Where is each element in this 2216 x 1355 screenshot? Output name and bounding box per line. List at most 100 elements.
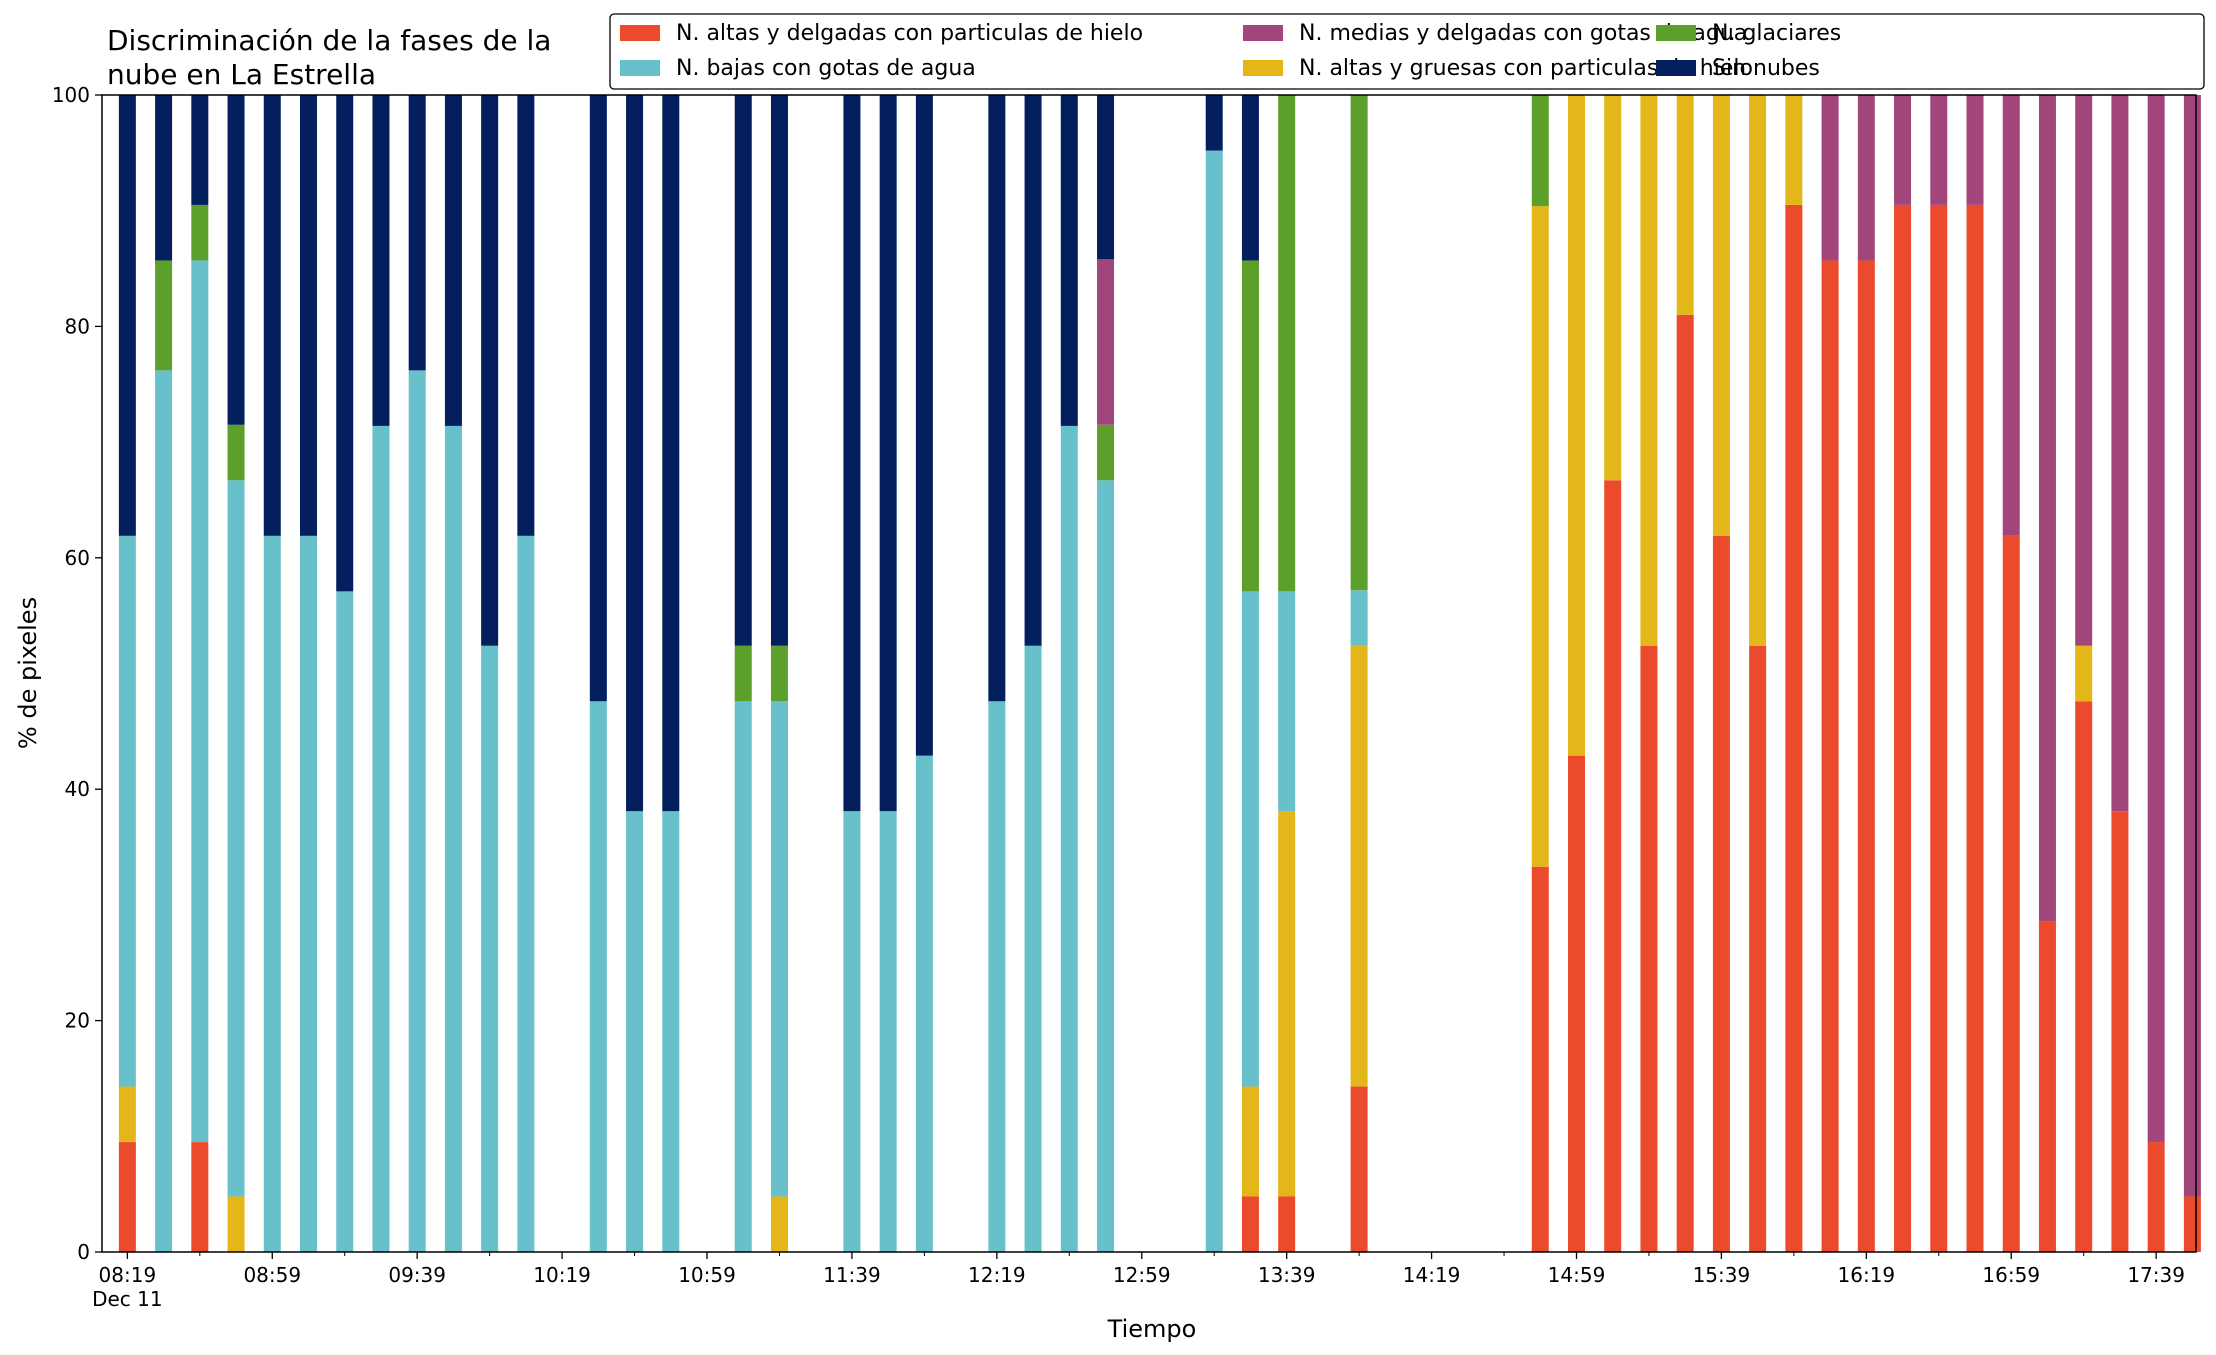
bar-segment	[734, 95, 752, 646]
bar-segment	[2075, 95, 2093, 646]
bar-segment	[843, 811, 861, 1252]
bar-segment	[227, 480, 245, 1197]
bar-segment	[1821, 260, 1839, 1252]
bar-segment	[1894, 95, 1912, 205]
bar-segment	[662, 95, 680, 812]
bar-segment	[336, 95, 354, 592]
bar-segment	[1060, 95, 1078, 426]
bar-segment	[118, 535, 136, 1087]
x-tick-label: 14:59	[1548, 1263, 1606, 1287]
legend-label: N. glaciares	[1712, 21, 1841, 46]
bar-segment	[1241, 260, 1259, 592]
x-tick-label: 09:39	[388, 1263, 446, 1287]
bar-segment	[481, 645, 499, 1252]
bar-segment	[408, 370, 426, 1252]
bar-segment	[1278, 811, 1296, 1197]
x-tick-label: 13:39	[1258, 1263, 1316, 1287]
bar-segment	[1350, 590, 1368, 646]
y-axis-title: % de pixeles	[14, 597, 42, 749]
y-tick-label: 0	[77, 1240, 90, 1264]
bar-segment	[191, 95, 209, 205]
chart-title-line-1: Discriminación de la fases de la	[107, 24, 551, 57]
bar-segment	[481, 95, 499, 646]
bar-segment	[2183, 95, 2201, 1197]
bar-segment	[1241, 1086, 1259, 1197]
x-tick-sublabel: Dec 11	[92, 1287, 163, 1311]
bar-segment	[263, 535, 281, 1252]
bar-segment	[517, 535, 535, 1252]
bar-segment	[626, 95, 644, 812]
bar-segment	[191, 260, 209, 1143]
bar-segment	[191, 204, 209, 261]
x-tick-label: 15:39	[1693, 1263, 1751, 1287]
bar-segment	[227, 1196, 245, 1252]
bar-segment	[336, 591, 354, 1252]
bar-segment	[1241, 591, 1259, 1087]
bar-segment	[879, 95, 897, 812]
x-tick-label: 12:19	[968, 1263, 1026, 1287]
bar-segment	[2147, 1142, 2165, 1252]
bar-segment	[1097, 95, 1115, 260]
bars-layer	[118, 95, 2201, 1253]
bar-segment	[2111, 95, 2129, 812]
bar-segment	[1930, 204, 1948, 1252]
bar-segment	[589, 701, 607, 1252]
bar-segment	[1966, 95, 1984, 205]
legend-label: N. altas y delgadas con particulas de hi…	[676, 21, 1143, 46]
bar-segment	[263, 95, 281, 536]
bar-segment	[1857, 95, 1875, 261]
bar-segment	[1205, 95, 1223, 151]
bar-segment	[1966, 204, 1984, 1252]
x-tick-label: 16:59	[1982, 1263, 2040, 1287]
bar-segment	[1024, 645, 1042, 1252]
legend: N. altas y delgadas con particulas de hi…	[609, 13, 2205, 90]
bar-segment	[1205, 150, 1223, 1252]
x-tick-label: 17:39	[2127, 1263, 2185, 1287]
x-tick-label: 10:59	[678, 1263, 736, 1287]
bar-segment	[1749, 95, 1767, 646]
bar-segment	[1604, 95, 1622, 481]
bar-segment	[770, 645, 788, 702]
legend-swatch	[620, 60, 660, 76]
bar-segment	[2183, 1196, 2201, 1252]
bar-segment	[1676, 314, 1694, 1253]
bar-segment	[1024, 95, 1042, 646]
x-tick-label: 14:19	[1403, 1263, 1461, 1287]
bar-segment	[2038, 921, 2056, 1252]
y-tick-label: 20	[65, 1009, 90, 1033]
bar-segment	[1278, 95, 1296, 592]
bar-segment	[770, 95, 788, 646]
legend-label: Sin nubes	[1712, 56, 1820, 81]
chart-title-line-2: nube en La Estrella	[107, 58, 376, 91]
bar-segment	[118, 95, 136, 536]
bar-segment	[300, 535, 317, 1252]
bar-segment	[2002, 95, 2020, 536]
bar-segment	[1785, 95, 1803, 205]
bar-segment	[2075, 645, 2093, 702]
x-tick-label: 12:59	[1113, 1263, 1171, 1287]
bar-segment	[1350, 1086, 1368, 1252]
bar-segment	[1567, 755, 1585, 1252]
bar-segment	[1241, 1196, 1259, 1252]
plot-frame	[101, 94, 2197, 1253]
bar-segment	[1930, 95, 1948, 205]
bar-segment	[843, 95, 861, 812]
bar-segment	[988, 95, 1006, 702]
legend-swatch	[620, 25, 660, 41]
y-tick-label: 100	[52, 83, 90, 107]
bar-segment	[1278, 591, 1296, 812]
bar-segment	[444, 425, 462, 1252]
bar-segment	[118, 1142, 136, 1252]
x-tick-label: 11:39	[823, 1263, 881, 1287]
bar-segment	[1676, 95, 1694, 315]
bar-segment	[662, 811, 680, 1252]
bar-segment	[1785, 204, 1803, 1252]
bar-segment	[2038, 95, 2056, 922]
x-axis-title: Tiempo	[1107, 1315, 1197, 1343]
bar-segment	[879, 811, 897, 1252]
legend-swatch	[1243, 60, 1283, 76]
y-tick-label: 80	[65, 314, 90, 338]
bar-segment	[1640, 645, 1658, 1252]
bar-segment	[191, 1142, 209, 1252]
